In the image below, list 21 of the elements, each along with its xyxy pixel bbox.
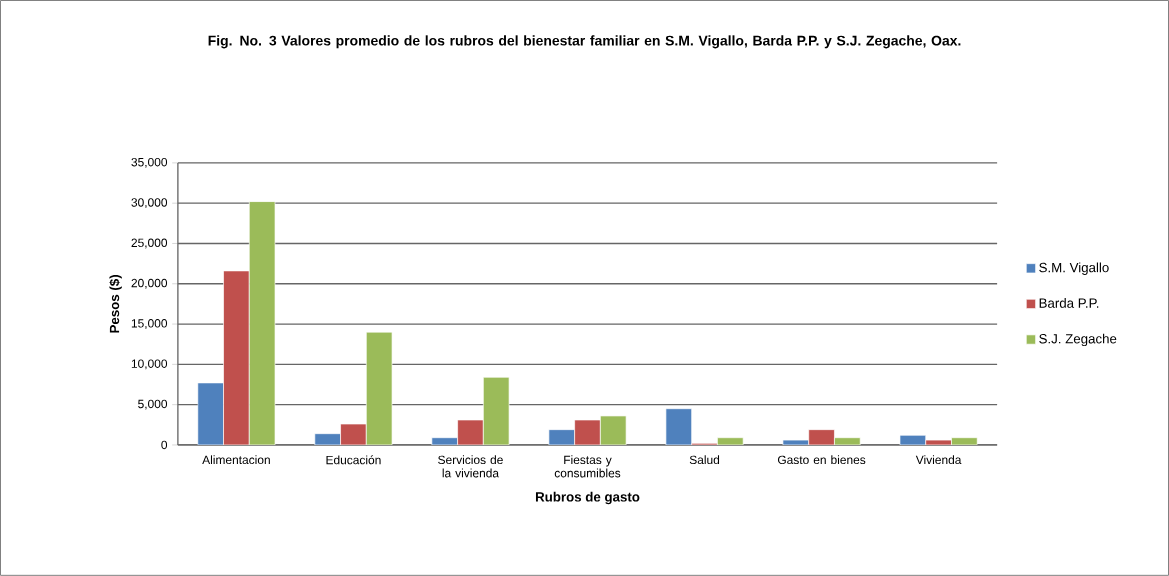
x-tick-label: Fiestas y consumibles — [554, 455, 621, 478]
chart-title: Fig. No. 3 Valores promedio de los rubros del bienestar familiar en S.M. Vigallo, Barda P.P. y S.J. Zegache, Oax. — [208, 35, 961, 49]
x-tick-label: Vivienda — [915, 455, 962, 465]
legend-label: Barda P.P. — [1039, 298, 1099, 308]
y-tick-label: 20,000 — [131, 278, 168, 289]
y-tick-label: 30,000 — [131, 198, 168, 209]
y-tick-label: 25,000 — [131, 238, 168, 249]
x-tick-label: Alimentacion — [202, 455, 270, 465]
y-tick-label: 10,000 — [131, 359, 168, 370]
y-axis-title: Pesos ($) — [109, 275, 122, 333]
y-tick-label: 5,000 — [138, 399, 168, 410]
x-tick-label: Servicios de la vivienda — [438, 455, 503, 478]
legend-label: S.M. Vigallo — [1039, 262, 1109, 275]
y-tick-label: 15,000 — [131, 319, 168, 330]
legend-label: S.J. Zegache — [1039, 333, 1117, 347]
x-axis-title: Rubros de gasto — [535, 491, 640, 505]
x-tick-label: Salud — [689, 455, 720, 465]
x-tick-label: Gasto en bienes — [777, 455, 866, 465]
y-tick-label: 35,000 — [131, 158, 168, 168]
y-tick-label: 0 — [161, 440, 168, 450]
x-tick-label: Educación — [326, 455, 381, 465]
